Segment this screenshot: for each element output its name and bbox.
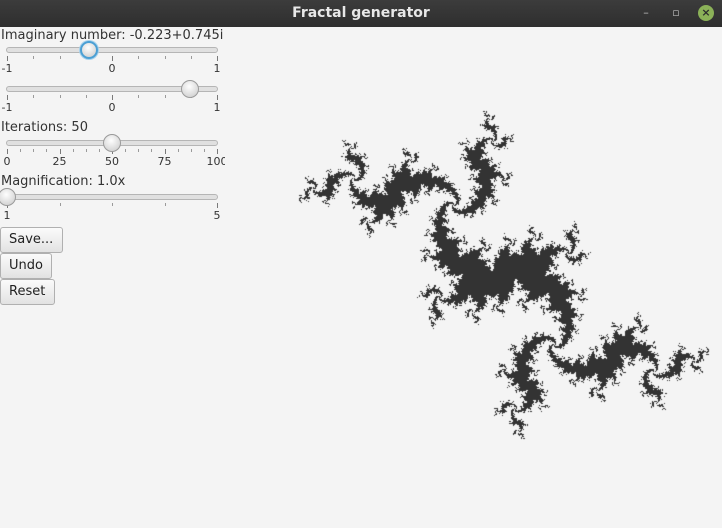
slider-tick-label: 5 bbox=[213, 209, 221, 222]
slider-thumb[interactable] bbox=[103, 134, 121, 152]
slider-tick-label: 100 bbox=[206, 155, 228, 168]
slider-tick-label: 1 bbox=[213, 62, 221, 75]
slider-tick bbox=[138, 56, 140, 59]
save-button[interactable]: Save... bbox=[0, 227, 63, 253]
slider-tick bbox=[190, 56, 192, 59]
iterations-label: Iterations: 50 bbox=[1, 120, 88, 135]
slider-tick bbox=[98, 149, 100, 152]
fractal-canvas[interactable] bbox=[225, 27, 722, 528]
slider-tick bbox=[59, 56, 61, 59]
slider-tick-label: 50 bbox=[105, 155, 119, 168]
slider-tick bbox=[7, 95, 8, 100]
slider-tick bbox=[138, 149, 140, 152]
slider-tick-label: 0 bbox=[108, 62, 116, 75]
slider-tick bbox=[138, 95, 140, 98]
slider-tick bbox=[112, 203, 113, 206]
slider-tick bbox=[190, 149, 192, 152]
slider-tick-label: 25 bbox=[52, 155, 67, 168]
slider-thumb[interactable] bbox=[79, 41, 98, 59]
slider-thumb[interactable] bbox=[0, 188, 16, 206]
slider-tick bbox=[164, 95, 166, 98]
slider-tick bbox=[46, 149, 48, 152]
slider-tick bbox=[85, 95, 87, 98]
title-bar: Fractal generator – ▫ × bbox=[0, 0, 722, 27]
slider-tick bbox=[125, 149, 127, 152]
slider-tick bbox=[164, 203, 166, 206]
slider-tick bbox=[164, 149, 166, 154]
slider-track[interactable] bbox=[6, 47, 218, 53]
slider-thumb[interactable] bbox=[181, 80, 200, 98]
slider-tick bbox=[7, 56, 8, 61]
slider-tick bbox=[59, 203, 61, 206]
slider-tick bbox=[72, 149, 74, 152]
slider-tick bbox=[112, 95, 113, 100]
maximize-icon[interactable]: ▫ bbox=[672, 6, 680, 19]
slider-tick-label: 1 bbox=[3, 209, 11, 222]
slider-tick-label: 0 bbox=[108, 101, 116, 114]
slider-tick bbox=[177, 149, 179, 152]
slider-tick bbox=[112, 56, 113, 61]
slider-tick bbox=[33, 149, 35, 152]
slider-track[interactable] bbox=[6, 194, 218, 200]
minimize-icon[interactable]: – bbox=[643, 6, 649, 19]
slider-tick-labels: -1 0 1 bbox=[2, 62, 221, 76]
slider-tick bbox=[217, 203, 218, 208]
slider-tick bbox=[85, 149, 87, 152]
imaginary-number-label: Imaginary number: -0.223+0.745i bbox=[1, 28, 224, 43]
slider-tick bbox=[20, 149, 22, 152]
slider-tick bbox=[59, 149, 61, 154]
slider-tick bbox=[59, 95, 61, 98]
slider-tick-labels: 0 25 50 75 100 bbox=[3, 155, 228, 169]
slider-tick bbox=[33, 56, 35, 59]
slider-tick bbox=[217, 149, 218, 154]
slider-tick bbox=[203, 149, 205, 152]
slider-tick bbox=[217, 56, 218, 61]
slider-tick-label: 1 bbox=[213, 101, 221, 114]
slider-tick-labels: -1 0 1 bbox=[2, 101, 221, 115]
slider-tick-label: 75 bbox=[157, 155, 172, 168]
slider-tick-label: -1 bbox=[1, 101, 13, 114]
slider-tick bbox=[7, 149, 8, 154]
slider-tick bbox=[164, 56, 166, 59]
slider-tick-label: 0 bbox=[3, 155, 11, 168]
slider-tick bbox=[217, 95, 218, 100]
slider-tick bbox=[151, 149, 153, 152]
undo-button[interactable]: Undo bbox=[0, 253, 52, 279]
slider-track[interactable] bbox=[6, 86, 218, 92]
window-title: Fractal generator bbox=[292, 5, 430, 21]
slider-tick bbox=[33, 95, 35, 98]
reset-button[interactable]: Reset bbox=[0, 279, 55, 305]
slider-tick-label: -1 bbox=[1, 62, 13, 75]
magnification-label: Magnification: 1.0x bbox=[1, 174, 126, 189]
close-icon[interactable]: × bbox=[698, 5, 714, 21]
